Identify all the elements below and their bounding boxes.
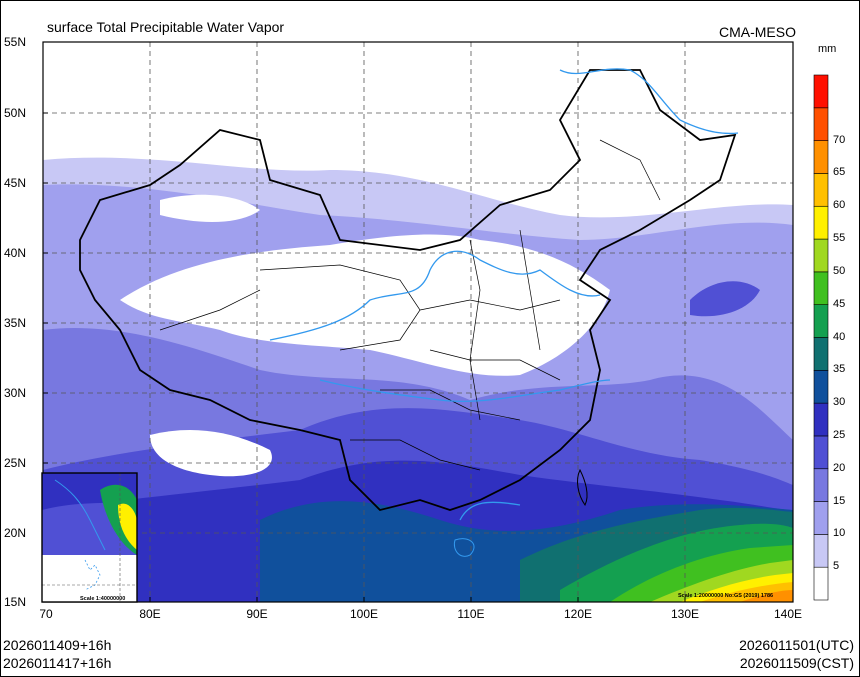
valid-time-cst: 2026011509(CST) — [739, 655, 854, 671]
colorbar-label: 10 — [833, 527, 846, 540]
map-title: surface Total Precipitable Water Vapor — [47, 19, 285, 35]
lon-label-130e: 130E — [670, 607, 700, 621]
lat-label-20n: 20N — [4, 526, 27, 540]
lat-label-40n: 40N — [4, 246, 27, 260]
model-source: CMA-MESO — [719, 24, 796, 40]
lat-label-15n: 15N — [4, 595, 27, 609]
map-gridlines — [43, 42, 793, 602]
init-time-cst: 2026011417+16h — [3, 655, 112, 671]
south-china-sea-inset — [41, 472, 138, 603]
colorbar-label: 70 — [833, 133, 846, 146]
lon-label-140e: 140E — [773, 607, 803, 621]
colorbar-label: 30 — [833, 396, 846, 409]
colorbar-bin — [813, 271, 829, 305]
colorbar-label: 45 — [833, 297, 846, 310]
lat-label-50n: 50N — [4, 106, 27, 120]
colorbar-bin — [813, 107, 829, 141]
lat-label-25n: 25N — [4, 456, 27, 470]
lon-label-120e: 120E — [563, 607, 593, 621]
main-scale-text: Scale 1:20000000 No:GS (2019) 1786 — [678, 593, 774, 599]
colorbar-label: 5 — [833, 560, 840, 573]
precipitable-water-field — [43, 42, 793, 602]
colorbar-label: 35 — [833, 363, 846, 376]
lon-label-70: 70 — [39, 607, 53, 621]
lat-label-30n: 30N — [4, 386, 27, 400]
lat-label-45n: 45N — [4, 176, 27, 190]
colorbar-label: 40 — [833, 330, 846, 343]
lat-label-35n: 35N — [4, 316, 27, 330]
colorbar-label: 55 — [833, 232, 846, 245]
init-time-utc: 2026011409+16h — [3, 637, 112, 653]
lon-label-80e: 80E — [139, 607, 161, 621]
lon-label-110e: 110E — [457, 607, 485, 621]
lat-label-55n: 55N — [4, 35, 27, 49]
colorbar-bin — [813, 534, 829, 568]
national-border — [79, 69, 737, 511]
colorbar-bin — [813, 74, 829, 109]
colorbar-bin — [813, 435, 829, 470]
colorbar-unit: mm — [818, 43, 837, 55]
colorbar-bin — [813, 173, 829, 207]
lon-label-100e: 100E — [349, 607, 379, 621]
province-borders — [159, 139, 661, 471]
colorbar-bin — [813, 501, 829, 535]
colorbar-bin — [813, 370, 829, 404]
colorbar-label: 20 — [833, 461, 846, 474]
colorbar-bin — [813, 337, 829, 371]
colorbar-label: 25 — [833, 428, 846, 441]
colorbar-bin — [813, 566, 829, 601]
colorbar-label: 65 — [833, 166, 846, 179]
colorbar — [813, 74, 829, 601]
colorbar-bin — [813, 402, 829, 437]
valid-time-utc: 2026011501(UTC) — [739, 637, 854, 653]
colorbar-bin — [813, 140, 829, 174]
rivers — [269, 68, 739, 521]
colorbar-label: 50 — [833, 264, 846, 277]
colorbar-bin — [813, 205, 829, 240]
colorbar-bin — [813, 238, 829, 273]
colorbar-label: 60 — [833, 199, 846, 212]
colorbar-label: 15 — [833, 494, 846, 507]
lon-label-90e: 90E — [246, 607, 268, 621]
colorbar-bin — [813, 304, 829, 338]
colorbar-bin — [813, 468, 829, 502]
inset-scale-text: Scale 1:40000000 — [80, 596, 126, 602]
